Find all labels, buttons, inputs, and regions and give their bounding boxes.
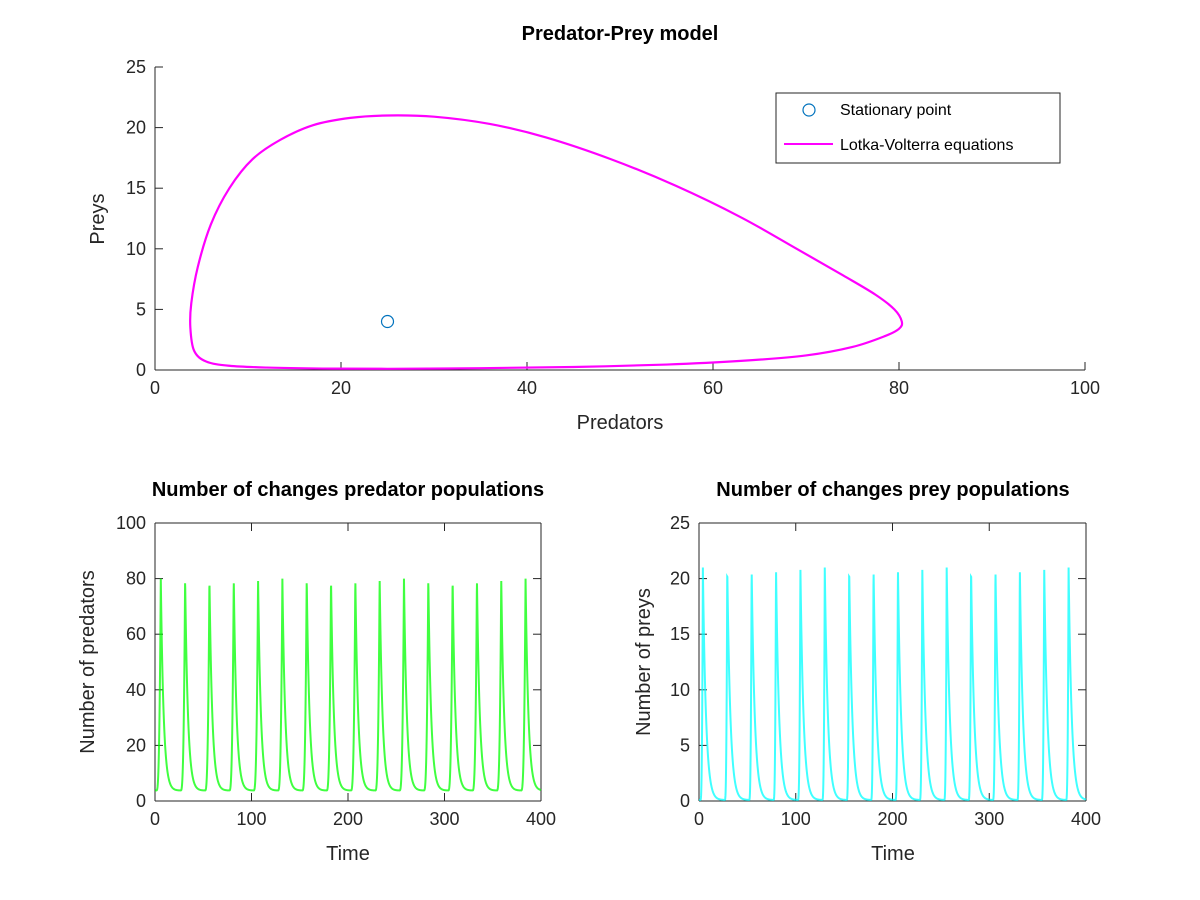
phase-plot-xlabel: Predators xyxy=(577,412,664,434)
phase-plot-ylabel: Preys xyxy=(87,193,109,244)
phase-y-tick-label: 25 xyxy=(126,57,146,77)
prey-plot-xlabel: Time xyxy=(871,843,915,865)
predator-plot-xlabel: Time xyxy=(326,843,370,865)
phase-plot-panel: Predator-Prey model 0 20 40 60 80 100 0 5 10 15 20… xyxy=(87,23,1100,434)
legend-label-lotka-volterra: Lotka-Volterra equations xyxy=(840,137,1013,154)
legend-label-stationary-point: Stationary point xyxy=(840,102,952,119)
preys-y-tick-label: 5 xyxy=(680,735,690,755)
phase-x-tick-label: 40 xyxy=(517,378,537,398)
prey-plot-axes: 0 100 200 300 400 0 5 10 15 20 25 xyxy=(670,513,1101,829)
predators-x-tick-label: 400 xyxy=(526,809,556,829)
prey-plot-ylabel: Number of preys xyxy=(633,588,655,736)
lotka-volterra-orbit-line xyxy=(189,114,904,370)
phase-y-tick-label: 5 xyxy=(136,299,146,319)
predators-y-tick-label: 40 xyxy=(126,680,146,700)
preys-series-line xyxy=(698,567,1087,801)
preys-y-tick-label: 25 xyxy=(670,513,690,533)
prey-plot-title: Number of changes prey populations xyxy=(716,479,1069,501)
phase-plot-title: Predator-Prey model xyxy=(522,23,719,45)
phase-plot-data xyxy=(189,114,904,370)
predator-plot-title: Number of changes predator populations xyxy=(152,479,544,501)
predators-y-tick-label: 100 xyxy=(116,513,146,533)
preys-y-tick-label: 15 xyxy=(670,624,690,644)
prey-plot-data xyxy=(698,567,1087,801)
preys-y-tick-label: 10 xyxy=(670,680,690,700)
prey-plot-panel: Number of changes prey populations 0 100 2… xyxy=(633,479,1101,865)
predators-x-tick-label: 300 xyxy=(429,809,459,829)
predators-y-tick-label: 60 xyxy=(126,624,146,644)
preys-x-tick-label: 200 xyxy=(877,809,907,829)
predator-plot-data xyxy=(154,578,542,792)
legend-box xyxy=(775,92,1061,164)
predators-y-tick-label: 0 xyxy=(136,791,146,811)
legend-marker-stationary-point xyxy=(802,103,816,117)
stationary-point-marker xyxy=(380,314,395,329)
phase-x-tick-label: 80 xyxy=(889,378,909,398)
predators-y-tick-label: 20 xyxy=(126,735,146,755)
predators-x-tick-label: 100 xyxy=(236,809,266,829)
phase-plot-axes: 0 20 40 60 80 100 0 5 10 15 20 25 xyxy=(126,57,1100,398)
preys-y-tick-label: 0 xyxy=(680,791,690,811)
predator-plot-axes: 0 100 200 300 400 0 20 40 60 80 100 xyxy=(116,513,556,829)
predators-x-tick-label: 0 xyxy=(150,809,160,829)
preys-x-tick-label: 0 xyxy=(694,809,704,829)
phase-y-tick-label: 10 xyxy=(126,239,146,259)
phase-x-tick-label: 20 xyxy=(331,378,351,398)
predators-series-line xyxy=(154,578,542,792)
preys-x-tick-label: 400 xyxy=(1071,809,1101,829)
phase-y-tick-label: 0 xyxy=(136,360,146,380)
predators-x-tick-label: 200 xyxy=(333,809,363,829)
phase-y-tick-label: 15 xyxy=(126,178,146,198)
preys-y-tick-label: 20 xyxy=(670,569,690,589)
preys-x-tick-label: 100 xyxy=(781,809,811,829)
phase-y-tick-label: 20 xyxy=(126,118,146,138)
phase-x-tick-label: 60 xyxy=(703,378,723,398)
legend: Stationary point Lotka-Volterra equation… xyxy=(775,92,1061,164)
predator-plot-ylabel: Number of predators xyxy=(77,570,99,753)
phase-x-tick-label: 100 xyxy=(1070,378,1100,398)
preys-x-tick-label: 300 xyxy=(974,809,1004,829)
phase-x-tick-label: 0 xyxy=(150,378,160,398)
predators-y-tick-label: 80 xyxy=(126,569,146,589)
predator-plot-panel: Number of changes predator populations 0… xyxy=(77,479,556,865)
